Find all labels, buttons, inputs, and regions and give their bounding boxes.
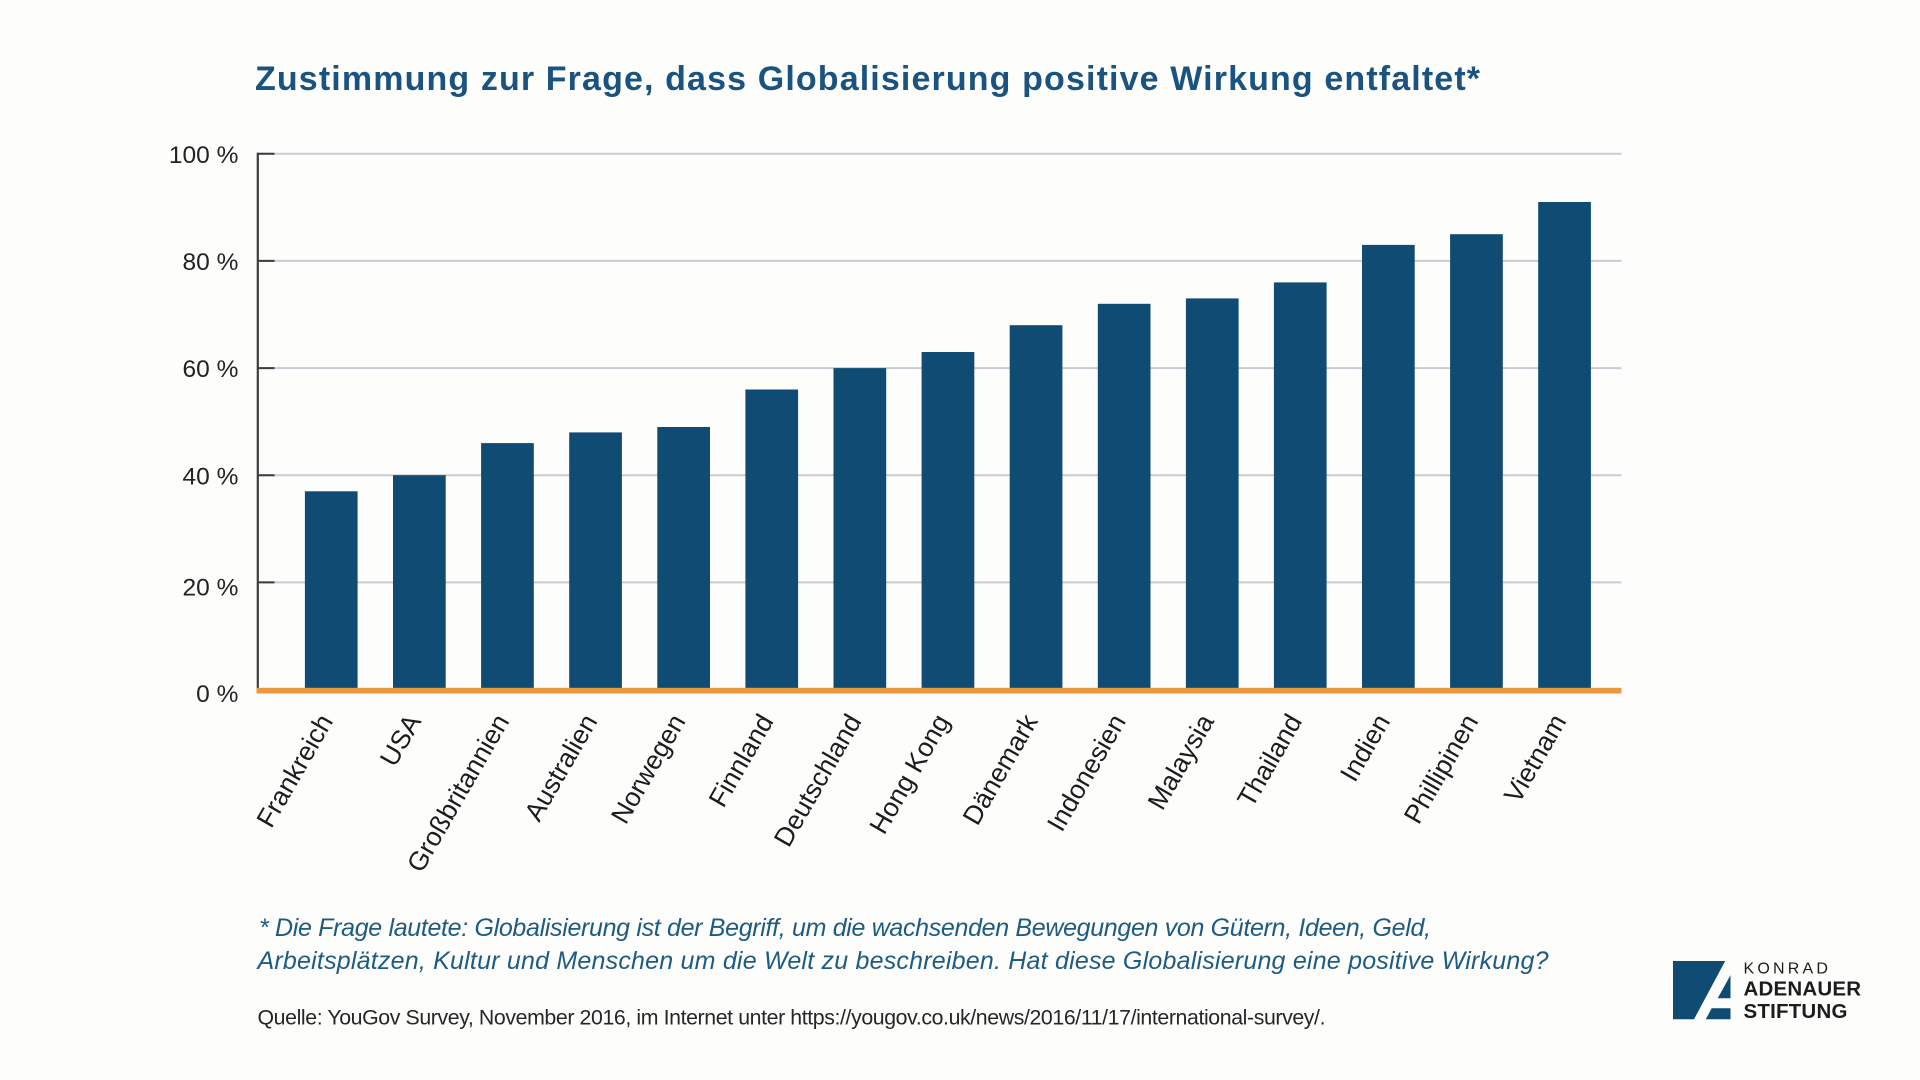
svg-text:KONRAD: KONRAD <box>1744 961 1832 978</box>
svg-text:20 %: 20 % <box>183 575 239 602</box>
svg-text:40 %: 40 % <box>183 463 239 490</box>
svg-text:Arbeitsplätzen, Kultur und Men: Arbeitsplätzen, Kultur und Menschen um d… <box>256 947 1549 975</box>
svg-text:0 %: 0 % <box>196 681 238 708</box>
svg-text:* Die Frage lautete: Globalisi: * Die Frage lautete: Globalisierung ist … <box>259 914 1431 942</box>
svg-text:Quelle: YouGov Survey, Novembe: Quelle: YouGov Survey, November 2016, im… <box>258 1006 1326 1030</box>
svg-text:80 %: 80 % <box>183 249 239 276</box>
svg-text:Zustimmung zur Frage, dass Glo: Zustimmung zur Frage, dass Globalisierun… <box>255 60 1481 98</box>
svg-text:ADENAUER: ADENAUER <box>1744 977 1862 1000</box>
svg-text:STIFTUNG: STIFTUNG <box>1744 1000 1848 1023</box>
svg-text:60 %: 60 % <box>183 356 239 383</box>
svg-text:100 %: 100 % <box>169 142 238 169</box>
